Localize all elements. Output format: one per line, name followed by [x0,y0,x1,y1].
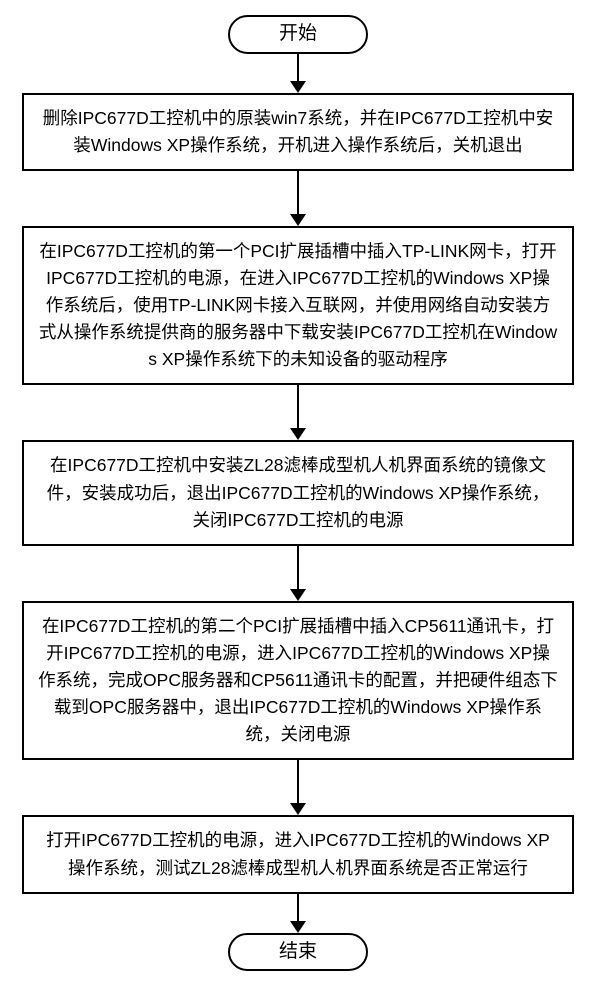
arrow-head-icon [290,214,306,226]
process-text: 打开IPC677D工控机的电源，进入IPC677D工控机的Windows XP操… [46,830,550,877]
arrow-head-icon [290,428,306,440]
arrow-head-icon [290,589,306,601]
start-label: 开始 [279,23,317,44]
process-text: 在IPC677D工控机的第一个PCI扩展插槽中插入TP-LINK网卡，打开IPC… [39,241,557,370]
arrow [290,171,306,226]
process-step-4: 在IPC677D工控机的第二个PCI扩展插槽中插入CP5611通讯卡，打开IPC… [22,601,574,761]
arrow [290,385,306,440]
arrow [290,54,306,93]
process-step-3: 在IPC677D工控机中安装ZL28滤棒成型机人机界面系统的镜像文件，安装成功后… [22,440,574,545]
end-label: 结束 [279,941,317,962]
process-text: 删除IPC677D工控机中的原装win7系统，并在IPC677D工控机中安装Wi… [43,108,554,155]
arrow-head-icon [290,81,306,93]
process-step-5: 打开IPC677D工控机的电源，进入IPC677D工控机的Windows XP操… [22,815,574,893]
arrow-line [297,760,300,804]
arrow-line [297,385,300,429]
arrow-head-icon [290,921,306,933]
arrow [290,546,306,601]
arrow-line [297,894,300,922]
arrow-line [297,54,300,82]
arrow-head-icon [290,803,306,815]
flowchart-container: 开始 删除IPC677D工控机中的原装win7系统，并在IPC677D工控机中安… [15,15,581,971]
process-step-1: 删除IPC677D工控机中的原装win7系统，并在IPC677D工控机中安装Wi… [22,93,574,171]
process-text: 在IPC677D工控机中安装ZL28滤棒成型机人机界面系统的镜像文件，安装成功后… [47,455,550,529]
process-step-2: 在IPC677D工控机的第一个PCI扩展插槽中插入TP-LINK网卡，打开IPC… [22,226,574,386]
end-terminator: 结束 [228,933,368,972]
start-terminator: 开始 [228,15,368,54]
arrow [290,760,306,815]
process-text: 在IPC677D工控机的第二个PCI扩展插槽中插入CP5611通讯卡，打开IPC… [38,616,558,745]
arrow [290,894,306,933]
arrow-line [297,171,300,215]
arrow-line [297,546,300,590]
